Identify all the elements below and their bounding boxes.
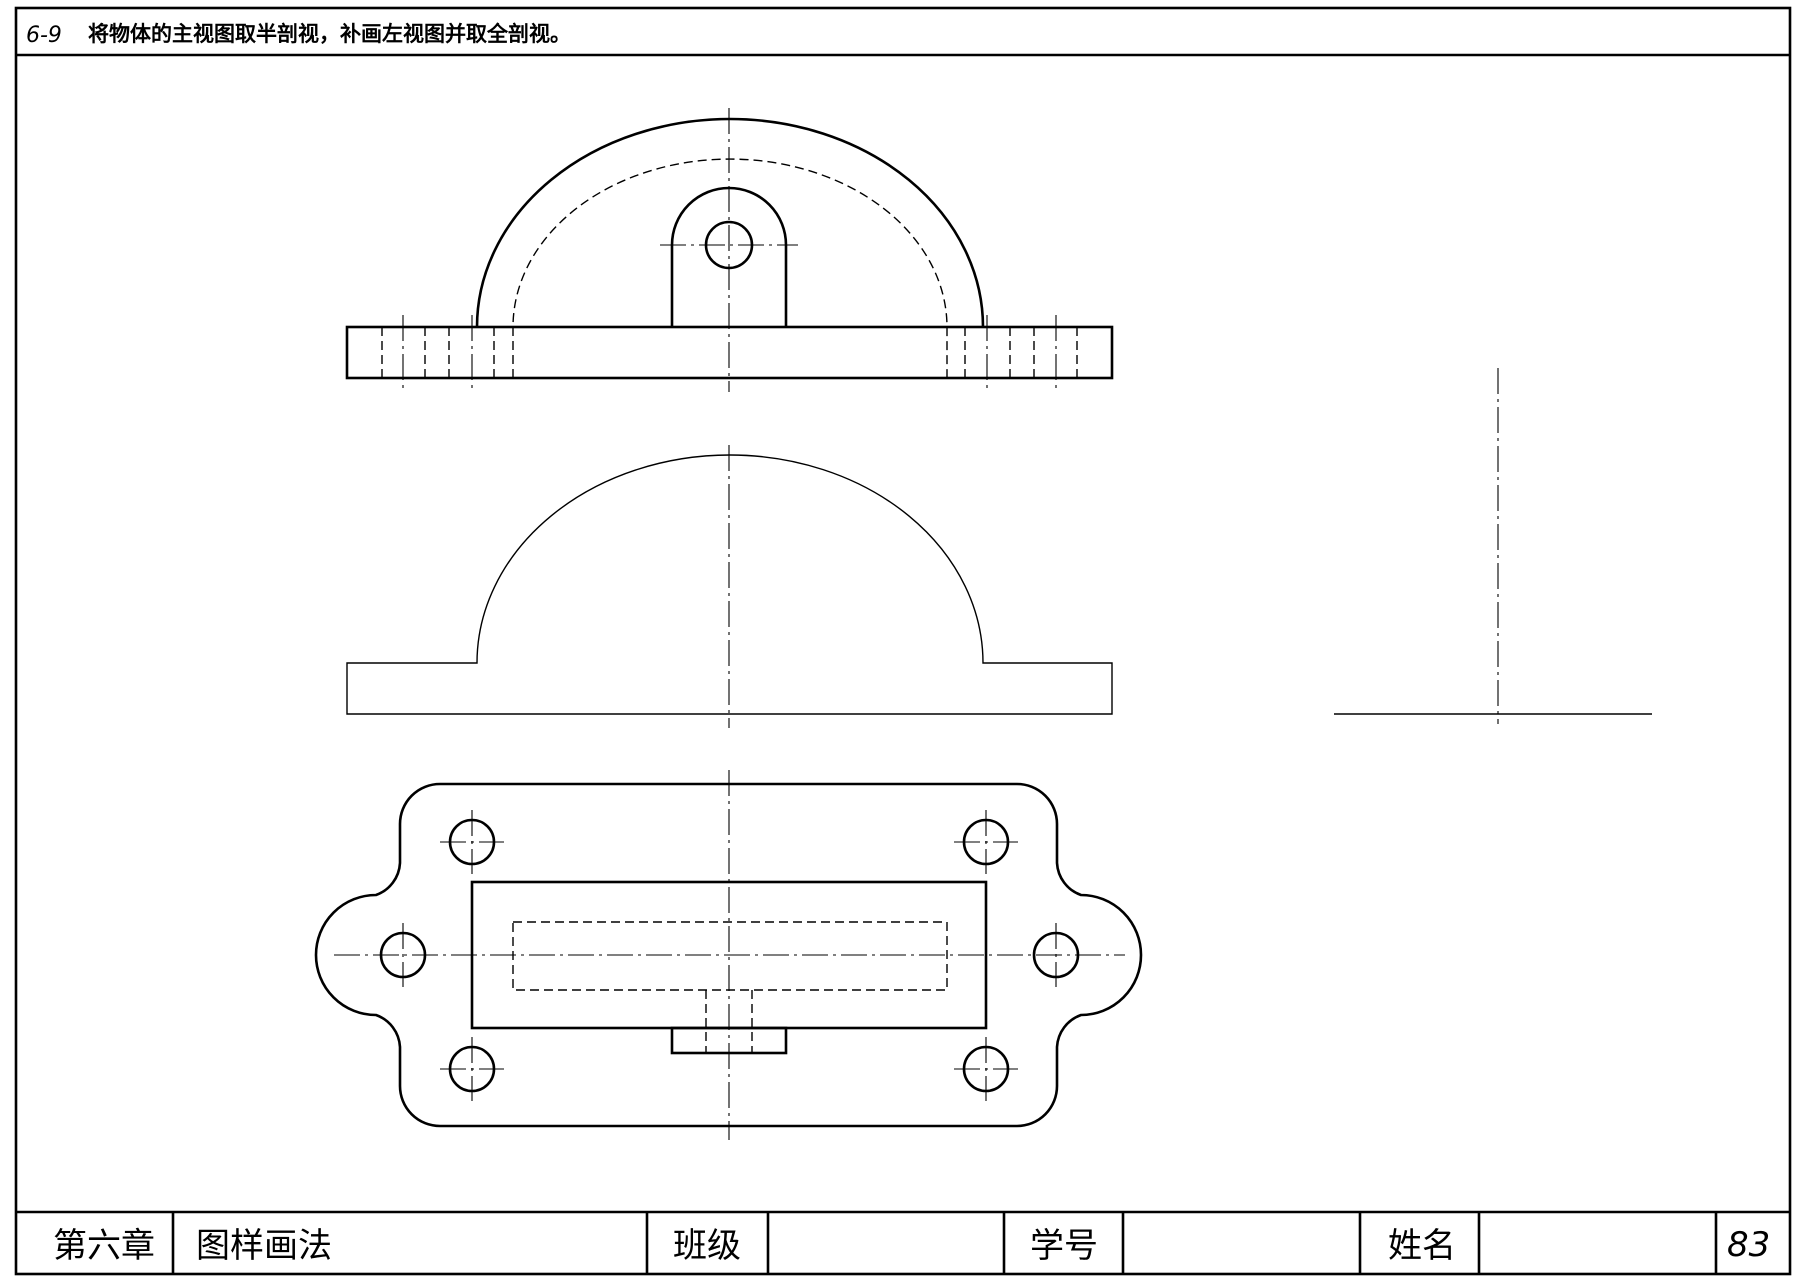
top-view-flange-outline <box>314 782 1143 1128</box>
name-label: 姓名 <box>1388 1226 1456 1266</box>
sheet-border <box>14 6 1792 1276</box>
task-number: 6-9 <box>26 23 62 48</box>
top-view-lug-hole-hidden <box>705 990 753 1053</box>
front-view-inner-arch-hidden <box>512 158 948 378</box>
page-number: 83 <box>1727 1225 1770 1265</box>
topic-label: 图样画法 <box>196 1226 332 1266</box>
class-label: 班级 <box>673 1226 741 1266</box>
chapter-label: 第六章 <box>53 1226 155 1266</box>
task-header: 6-9 将物体的主视图取半剖视，补画左视图并取全剖视。 <box>16 22 1790 57</box>
top-view-cavity-hidden <box>512 921 948 991</box>
front-view-hole-centerlines <box>402 315 1057 390</box>
left-view-reference <box>1334 368 1652 724</box>
top-view <box>314 770 1143 1140</box>
title-block: 第六章 图样画法 班级 学号 姓名 83 <box>16 1210 1790 1274</box>
student-id-label: 学号 <box>1030 1226 1098 1266</box>
top-view-hole-centerlines <box>402 810 1057 1101</box>
task-instruction: 将物体的主视图取半剖视，补画左视图并取全剖视。 <box>88 22 571 46</box>
front-view-hidden-holes <box>381 327 1078 378</box>
middle-view <box>346 445 1113 728</box>
middle-view-outline <box>346 454 1113 715</box>
front-view-outer-arch <box>475 117 985 328</box>
front-view <box>345 108 1114 392</box>
